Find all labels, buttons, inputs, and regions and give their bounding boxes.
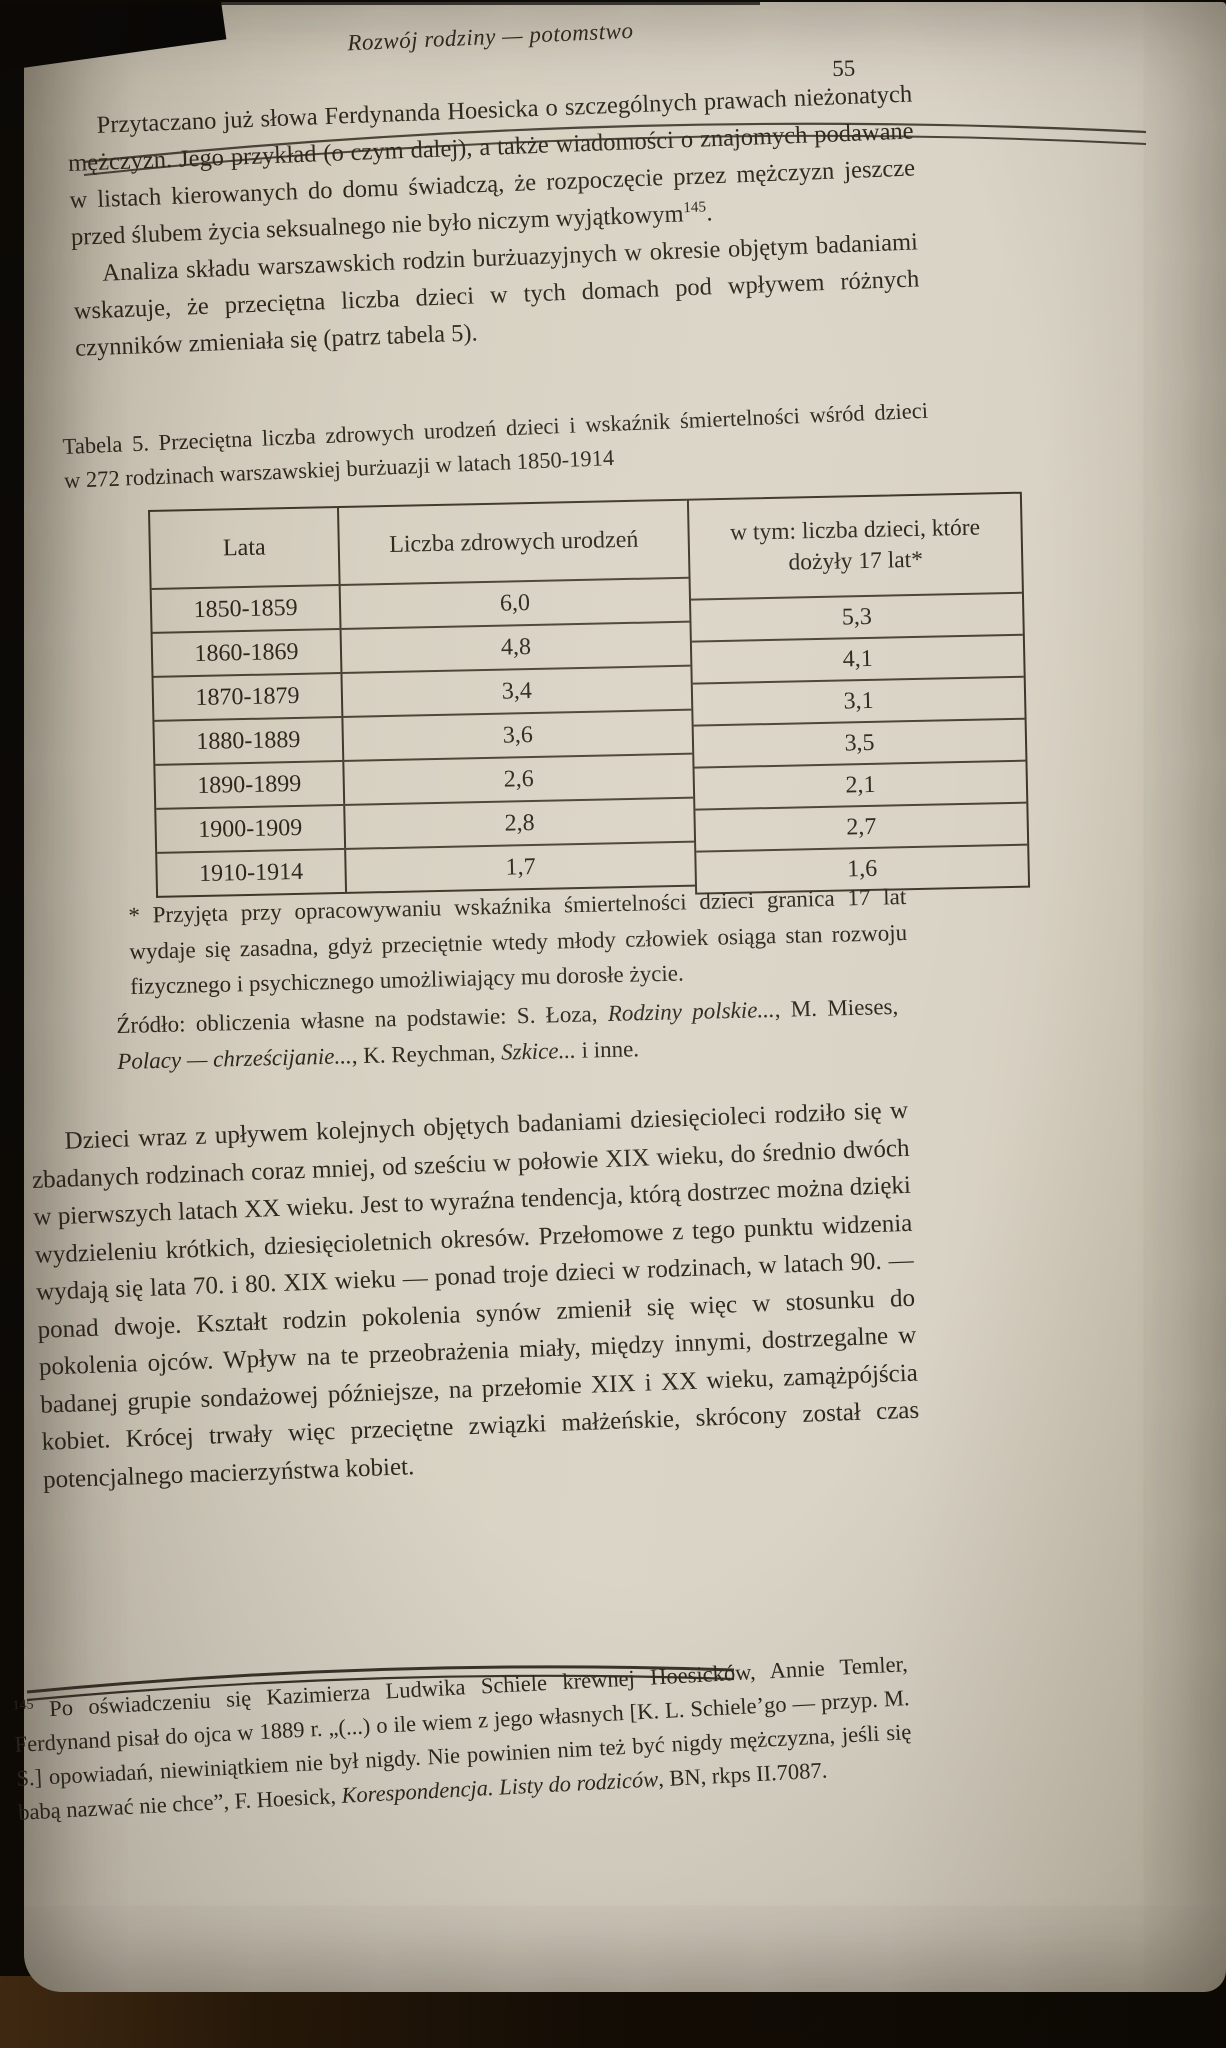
table-cell-survived: 3,5 bbox=[693, 717, 1026, 767]
table-cell-survived: 3,1 bbox=[692, 675, 1025, 725]
source-cited-title: Szkice... bbox=[500, 1037, 577, 1065]
table-header-survived: w tym: liczba dzieci, które dożyły 17 la… bbox=[729, 514, 981, 576]
paragraph-text: . bbox=[705, 199, 713, 227]
table-right-part: w tym: liczba dzieci, które dożyły 17 la… bbox=[686, 491, 1031, 895]
table-footnote: * Przyjęta przy opracowywaniu wskaźnika … bbox=[128, 883, 908, 999]
table-cell-lata: 1910-1914 bbox=[157, 849, 348, 896]
table-cell-survived: 2,1 bbox=[694, 759, 1027, 809]
table-cell-lata: 1880-1889 bbox=[154, 717, 345, 764]
table-cell-lata: 1900-1909 bbox=[156, 805, 347, 852]
table-cell-lata: 1890-1899 bbox=[155, 761, 346, 808]
source-text: , K. Reychman, bbox=[351, 1039, 502, 1068]
book-page bbox=[24, 2, 1226, 1992]
table-cell-lata: 1860-1869 bbox=[152, 629, 343, 676]
table-cell-births: 2,6 bbox=[503, 765, 534, 793]
table-header-births: Liczba zdrowych urodzeń bbox=[388, 526, 639, 558]
data-table: Lata Liczba zdrowych urodzeń 1850-1859 6… bbox=[148, 491, 1031, 906]
table-cell-births: 2,8 bbox=[504, 809, 535, 837]
page-top-shadow bbox=[0, 0, 761, 5]
footnote-number: 145 bbox=[12, 1697, 34, 1714]
table-cell-lata: 1850-1859 bbox=[151, 585, 342, 632]
intro-paragraphs: Przytaczano już słowa Ferdynanda Hoesick… bbox=[66, 76, 921, 367]
table-cell-lata: 1870-1879 bbox=[153, 673, 344, 720]
source-text: Źródło: obliczenia własne na podstawie: … bbox=[116, 1000, 609, 1038]
source-cited-title: Polacy — chrześcijanie... bbox=[116, 1042, 352, 1074]
paragraph: Dzieci wraz z upływem kolejnych objętych… bbox=[31, 1096, 920, 1494]
source-cited-title: Rodziny polskie... bbox=[607, 996, 775, 1026]
paragraph-text: Przytaczano już słowa Ferdynanda Hoesick… bbox=[67, 80, 916, 251]
table-cell-births: 6,0 bbox=[499, 589, 531, 617]
table-cell-births: 3,6 bbox=[502, 721, 534, 749]
body-paragraph-block: Dzieci wraz z upływem kolejnych objętych… bbox=[30, 1092, 921, 1499]
header-rule bbox=[83, 122, 1147, 176]
table-cell-survived: 2,7 bbox=[695, 801, 1028, 851]
source-text: i inne. bbox=[575, 1035, 640, 1063]
table-cell-births: 4,8 bbox=[500, 633, 532, 661]
table-cell-births: 3,4 bbox=[501, 677, 533, 705]
table-header-lata: Lata bbox=[150, 507, 341, 588]
table-left-part: Lata Liczba zdrowych urodzeń 1850-1859 6… bbox=[148, 498, 696, 898]
table-header-row: Lata Liczba zdrowych urodzeń bbox=[150, 501, 688, 588]
table-cell-survived: 4,1 bbox=[691, 633, 1024, 683]
source-text: , M. Mieses, bbox=[774, 993, 899, 1022]
footnote-separator bbox=[26, 1665, 735, 1702]
table-cell-survived: 5,3 bbox=[690, 591, 1023, 641]
footnote-ref: 145 bbox=[682, 198, 707, 217]
footnote-text: , BN, rkps II.7087. bbox=[657, 1757, 828, 1792]
